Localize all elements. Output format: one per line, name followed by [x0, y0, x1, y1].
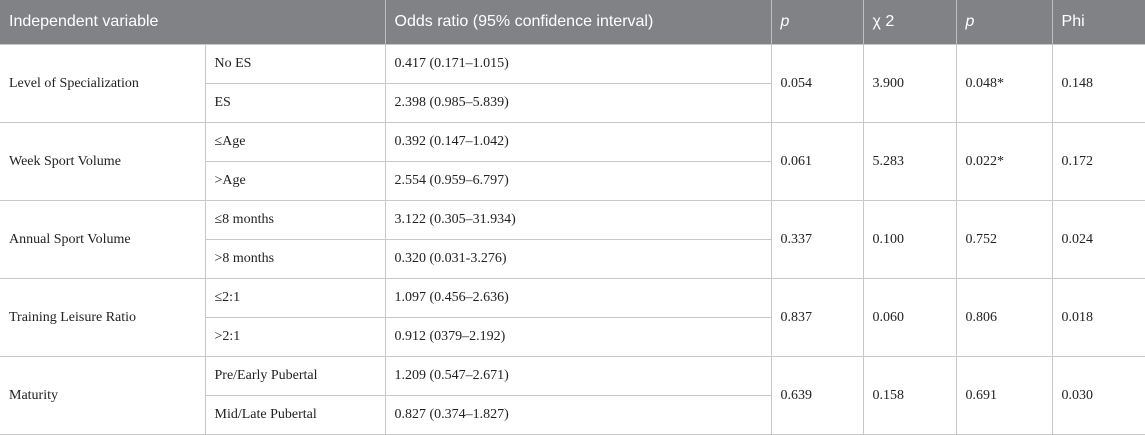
- p-value-chi-cell: 0.022*: [955, 122, 1053, 201]
- header-odds-ratio: Odds ratio (95% confidence interval): [384, 0, 772, 45]
- odds-ratio-cell: 0.827 (0.374–1.827): [384, 395, 772, 435]
- chi-square-cell: 0.158: [862, 356, 957, 435]
- odds-ratio-cell: 1.209 (0.547–2.671): [384, 356, 772, 396]
- chi-square-cell: 0.100: [862, 200, 957, 279]
- phi-cell: 0.030: [1051, 356, 1145, 435]
- p-value-chi-cell: 0.691: [955, 356, 1053, 435]
- header-p-value-chi: p: [955, 0, 1053, 45]
- p-value-chi-cell: 0.752: [955, 200, 1053, 279]
- chi-square-cell: 3.900: [862, 44, 957, 123]
- p-value-cell: 0.639: [770, 356, 864, 435]
- phi-cell: 0.018: [1051, 278, 1145, 357]
- level-cell: >8 months: [205, 239, 386, 279]
- chi-square-cell: 0.060: [862, 278, 957, 357]
- phi-cell: 0.172: [1051, 122, 1145, 201]
- odds-ratio-cell: 0.417 (0.171–1.015): [384, 44, 772, 84]
- table-row: Mid/Late Pubertal 0.827 (0.374–1.827): [0, 395, 1145, 435]
- table-row: ES 2.398 (0.985–5.839): [0, 83, 1145, 123]
- header-row: Independent variable Odds ratio (95% con…: [0, 0, 1145, 45]
- variable-cell: Annual Sport Volume: [0, 200, 206, 279]
- level-cell: Mid/Late Pubertal: [205, 395, 386, 435]
- chi-square-cell: 5.283: [862, 122, 957, 201]
- level-cell: >Age: [205, 161, 386, 201]
- level-cell: >2:1: [205, 317, 386, 357]
- header-p-value: p: [770, 0, 864, 45]
- variable-cell: Level of Specialization: [0, 44, 206, 123]
- variable-cell: Training Leisure Ratio: [0, 278, 206, 357]
- level-cell: ≤8 months: [204, 200, 386, 240]
- odds-ratio-cell: 0.912 (0379–2.192): [384, 317, 772, 357]
- variable-cell: Maturity: [0, 356, 206, 435]
- odds-ratio-cell: 2.554 (0.959–6.797): [384, 161, 772, 201]
- level-cell: Pre/Early Pubertal: [204, 356, 386, 396]
- phi-cell: 0.024: [1051, 200, 1145, 279]
- p-value-cell: 0.337: [770, 200, 864, 279]
- table-row: Level of Specialization No ES 0.417 (0.1…: [0, 44, 1145, 123]
- phi-cell: 0.148: [1051, 44, 1145, 123]
- p-value-chi-cell: 0.806: [955, 278, 1053, 357]
- p-value-cell: 0.061: [770, 122, 864, 201]
- p-value-chi-cell: 0.048*: [955, 44, 1053, 123]
- table-row: Training Leisure Ratio ≤2:1 1.097 (0.456…: [0, 278, 1145, 357]
- odds-ratio-cell: 3.122 (0.305–31.934): [384, 200, 772, 240]
- header-independent-variable: Independent variable: [0, 0, 386, 45]
- odds-ratio-cell: 1.097 (0.456–2.636): [384, 278, 772, 318]
- header-chi-square: χ 2: [862, 0, 957, 45]
- odds-ratio-cell: 0.320 (0.031-3.276): [384, 239, 772, 279]
- odds-ratio-cell: 2.398 (0.985–5.839): [384, 83, 772, 123]
- level-cell: ≤Age: [204, 122, 386, 162]
- level-cell: ES: [205, 83, 386, 123]
- p-value-cell: 0.054: [770, 44, 864, 123]
- table-row: >2:1 0.912 (0379–2.192): [0, 317, 1145, 357]
- level-cell: ≤2:1: [204, 278, 386, 318]
- variable-cell: Week Sport Volume: [0, 122, 206, 201]
- p-value-cell: 0.837: [770, 278, 864, 357]
- level-cell: No ES: [204, 44, 386, 84]
- table-row: Week Sport Volume ≤Age 0.392 (0.147–1.04…: [0, 122, 1145, 201]
- table-row: Annual Sport Volume ≤8 months 3.122 (0.3…: [0, 200, 1145, 279]
- table-row: Maturity Pre/Early Pubertal 1.209 (0.547…: [0, 356, 1145, 435]
- header-phi: Phi: [1051, 0, 1145, 45]
- odds-ratio-cell: 0.392 (0.147–1.042): [384, 122, 772, 162]
